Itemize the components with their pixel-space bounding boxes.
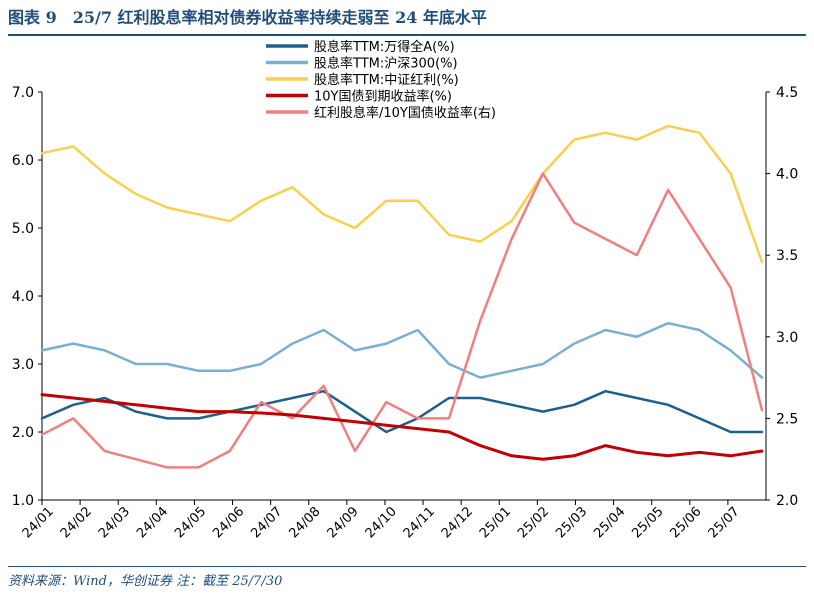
series-line bbox=[40, 393, 764, 461]
x-tick-label: 24/04 bbox=[134, 504, 171, 541]
left-tick-label: 3.0 bbox=[12, 357, 34, 373]
x-tick-label: 25/04 bbox=[591, 504, 628, 541]
right-tick-label: 2.5 bbox=[776, 411, 798, 427]
series-line bbox=[40, 124, 764, 264]
left-tick-label: 5.0 bbox=[12, 221, 34, 237]
x-tick-label: 24/11 bbox=[401, 504, 438, 541]
legend-label: 股息率TTM:中证红利(%) bbox=[314, 72, 459, 88]
series-line bbox=[40, 389, 764, 434]
legend-label: 红利股息率/10Y国债收益率(右) bbox=[314, 105, 496, 121]
left-tick-label: 7.0 bbox=[12, 85, 34, 101]
right-tick-label: 3.5 bbox=[776, 248, 798, 264]
series-line bbox=[40, 172, 764, 469]
legend-label: 10Y国债到期收益率(%) bbox=[314, 89, 452, 105]
x-tick-label: 25/01 bbox=[477, 504, 514, 541]
x-tick-label: 24/07 bbox=[248, 504, 285, 541]
x-tick-label: 25/05 bbox=[629, 504, 666, 541]
x-tick-label: 24/10 bbox=[363, 504, 400, 541]
x-tick-label: 25/03 bbox=[553, 504, 590, 541]
x-tick-label: 24/03 bbox=[96, 504, 133, 541]
right-tick-label: 4.0 bbox=[776, 167, 798, 183]
left-tick-label: 2.0 bbox=[12, 425, 34, 441]
title-rule bbox=[8, 34, 806, 36]
x-tick-label: 24/01 bbox=[20, 504, 57, 541]
x-tick-label: 24/08 bbox=[286, 504, 323, 541]
legend-label: 股息率TTM:万得全A(%) bbox=[314, 39, 455, 55]
x-tick-label: 24/12 bbox=[439, 504, 476, 541]
chart-title: 图表 9 25/7 红利股息率相对债券收益率持续走弱至 24 年底水平 bbox=[8, 8, 487, 27]
right-tick-label: 2.0 bbox=[776, 493, 798, 509]
x-tick-label: 24/09 bbox=[325, 504, 362, 541]
source-rule bbox=[8, 566, 806, 567]
x-tick-label: 25/07 bbox=[706, 504, 743, 541]
x-tick-label: 25/06 bbox=[668, 504, 705, 541]
x-tick-label: 24/05 bbox=[172, 504, 209, 541]
left-tick-label: 6.0 bbox=[12, 153, 34, 169]
right-tick-label: 3.0 bbox=[776, 330, 798, 346]
series-line bbox=[40, 321, 764, 379]
x-tick-label: 25/02 bbox=[515, 504, 552, 541]
legend: 股息率TTM:万得全A(%)股息率TTM:沪深300(%)股息率TTM:中证红利… bbox=[266, 39, 496, 121]
left-tick-label: 1.0 bbox=[12, 493, 34, 509]
axes-group: 1.0 2.0 3.0 4.0 5.0 6.0 7.0 2.0 2.5 3.0 3.5 4.0 4.5 2… bbox=[12, 85, 799, 541]
x-tick-label: 24/02 bbox=[58, 504, 95, 541]
line-chart: 1.0 2.0 3.0 4.0 5.0 6.0 7.0 2.0 2.5 3.0 3.5 4.0 4.5 2… bbox=[12, 39, 799, 541]
source-note: 资料来源：Wind，华创证券 注：截至 25/7/30 bbox=[8, 574, 283, 589]
left-tick-label: 4.0 bbox=[12, 289, 34, 305]
series-group bbox=[40, 124, 764, 469]
x-tick-label: 24/06 bbox=[210, 504, 247, 541]
right-tick-label: 4.5 bbox=[776, 85, 798, 101]
legend-label: 股息率TTM:沪深300(%) bbox=[314, 56, 458, 72]
